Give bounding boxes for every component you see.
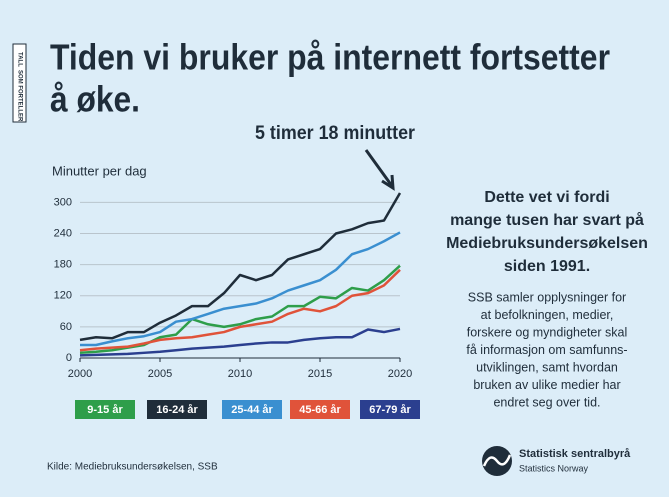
- y-tick-label: 60: [60, 321, 72, 333]
- logo-name: Statistisk sentralbyrå: [519, 448, 631, 460]
- y-tick-label: 300: [54, 196, 72, 208]
- info-body: at befolkningen, medier,: [481, 308, 614, 322]
- info-heading: mange tusen har svart på: [450, 211, 644, 229]
- y-tick-label: 120: [54, 290, 72, 302]
- series-line: [80, 231, 401, 347]
- y-tick-label: 240: [54, 227, 72, 239]
- badge-text: TALL: [16, 52, 22, 67]
- legend-label: 45-66 år: [299, 404, 341, 416]
- legend-swatch: [222, 400, 282, 419]
- legend-swatch: [147, 400, 207, 419]
- series-line: [79, 327, 401, 357]
- series-line: [79, 268, 401, 352]
- info-body: bruken av ulike medier har: [473, 378, 620, 392]
- logo-wave: [482, 454, 512, 467]
- info-text: Dette vet vi fordi mange tusen har svart …: [446, 189, 648, 409]
- x-tick-label: 2005: [148, 368, 172, 380]
- legend-swatch: [360, 400, 420, 419]
- logo-sub: Statistics Norway: [519, 463, 589, 473]
- info-body: SSB samler opplysninger for: [468, 290, 626, 304]
- x-tick-label: 2020: [388, 368, 412, 380]
- y-tick-label: 0: [66, 352, 72, 364]
- annotation: 5 timer 18 minutter: [255, 123, 416, 144]
- info-heading: siden 1991.: [504, 258, 590, 275]
- info-heading: Mediebruksundersøkelsen: [446, 235, 648, 252]
- y-tick-label: 180: [54, 259, 72, 271]
- series-line: [79, 192, 402, 342]
- x-tick-label: 2010: [228, 368, 252, 380]
- legend-label: 67-79 år: [369, 404, 411, 416]
- info-heading: Dette vet vi fordi: [484, 189, 609, 206]
- info-body: endret seg over tid.: [493, 395, 600, 409]
- x-tick-label: 2000: [68, 368, 92, 380]
- legend-label: 9-15 år: [87, 404, 123, 416]
- x-tick-label: 2015: [308, 368, 332, 380]
- legend-swatch: [75, 400, 135, 419]
- legend-label: 25-44 år: [231, 404, 273, 416]
- y-axis-label: Minutter per dag: [52, 163, 147, 178]
- badge-text: SOM FORTELLER: [16, 70, 22, 122]
- info-body: forskere og myndigheter skal: [467, 325, 628, 339]
- legend-swatch: [290, 400, 350, 419]
- legend-label: 16-24 år: [156, 404, 198, 416]
- info-body: få informasjon om samfunns-: [466, 343, 627, 357]
- annotation-arrow: [364, 149, 395, 191]
- title: Tiden vi bruker på internett fortsetter: [50, 37, 610, 78]
- source: Kilde: Mediebruksundersøkelsen, SSB: [47, 462, 218, 473]
- info-body: utviklingen, samt hvordan: [476, 360, 618, 374]
- badge-box: [12, 43, 27, 123]
- title: å øke.: [50, 79, 140, 120]
